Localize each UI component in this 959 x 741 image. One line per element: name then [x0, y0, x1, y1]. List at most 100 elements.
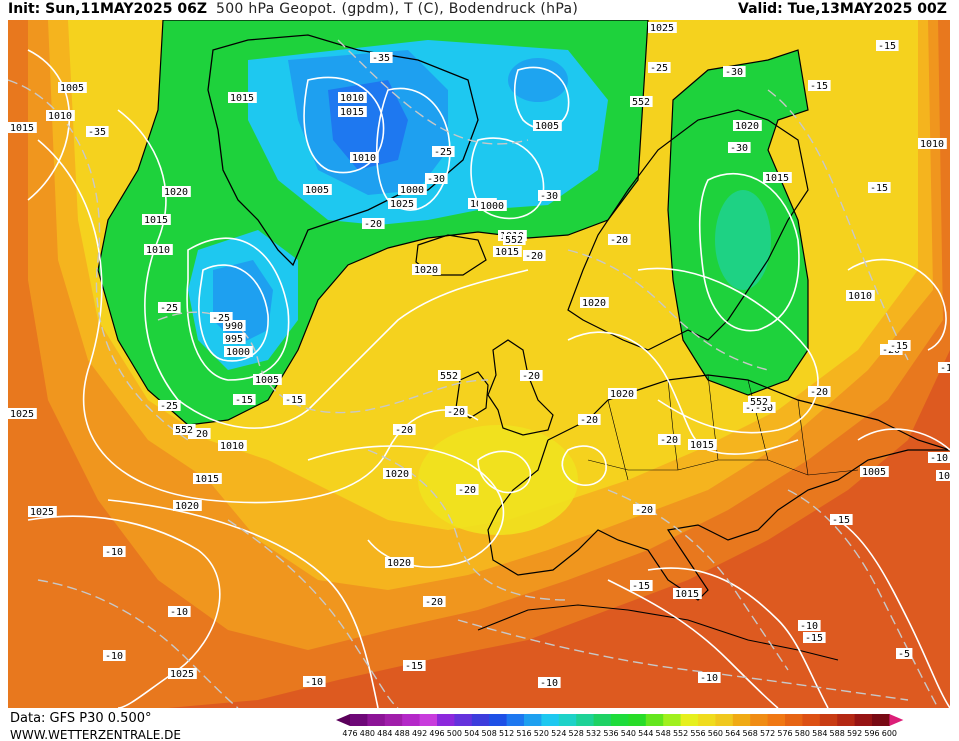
pressure-label-text: 1000: [226, 347, 250, 358]
pressure-label: 1020: [412, 264, 441, 276]
temperature-label: -20: [633, 504, 656, 516]
legend-tick-label: 508: [482, 729, 497, 738]
legend-arrow-right: [889, 714, 904, 726]
pressure-label: 1015: [688, 439, 717, 451]
legend-tick-label: 572: [760, 729, 775, 738]
temperature-label-bg: [723, 66, 746, 77]
legend-swatch: [611, 714, 629, 726]
temperature-label-text: -15: [870, 183, 888, 194]
legend-swatch: [506, 714, 525, 726]
pressure-label: 1000: [224, 346, 253, 358]
temperature-label-text: -20: [425, 597, 443, 608]
temperature-label-text: -20: [364, 219, 382, 230]
temperature-label: -10: [103, 650, 126, 662]
legend-swatch: [524, 714, 542, 726]
temperature-label-text: -15: [235, 395, 253, 406]
temperature-label-bg: [808, 386, 831, 397]
temperature-labels: -35 -25 -30 -15 -35 -25 -30 -20 -30 -25 -20 -20 -25 -…: [86, 40, 950, 689]
legend-tick-label: 496: [429, 729, 444, 738]
pressure-label-bg: [228, 92, 257, 103]
pressure-label-bg: [580, 297, 609, 308]
pressure-label-text: 1000: [400, 185, 424, 196]
pressure-label: 1010: [218, 440, 247, 452]
pressure-label-text: 1010: [848, 291, 872, 302]
legend-swatch: [558, 714, 577, 726]
geopot-labels: 552 552 552 552 552: [173, 96, 771, 436]
legend-tick-label: 600: [882, 729, 897, 738]
pressure-label-bg: [303, 184, 332, 195]
legend-swatch: [872, 714, 890, 726]
temperature-label-bg: [425, 173, 448, 184]
temperature-label: -15: [868, 182, 891, 194]
geopot-label-text: 552: [505, 235, 523, 246]
temperature-label-bg: [876, 40, 899, 51]
legend-tick-label: 576: [777, 729, 792, 738]
valid-time: Valid: Tue,13MAY2025 00Z: [738, 1, 947, 17]
temperature-label-bg: [928, 452, 950, 463]
temperature-label: -15: [876, 40, 899, 52]
legend-tick-label: 560: [708, 729, 723, 738]
temperature-label-bg: [538, 190, 561, 201]
temperature-label-text: -35: [372, 53, 390, 64]
color-legend: 476 480 484 488 492 496 500 504 508 512 516 520 524 5…: [336, 714, 904, 738]
pressure-label-text: 1020: [175, 501, 199, 512]
pressure-label-bg: [648, 22, 677, 33]
pressure-label-text: 1010: [920, 139, 944, 150]
temperature-label-text: -5: [898, 649, 910, 660]
pressure-label-bg: [223, 320, 246, 331]
isotherms: [8, 39, 939, 708]
pressure-label-text: 1010: [938, 471, 950, 482]
pressure-label-text: 1025: [390, 199, 414, 210]
map-canvas: 1025 1005 1015 1010 1015 1010 1015 1010 1005 1000…: [8, 20, 950, 708]
temperature-label: -35: [86, 126, 109, 138]
legend-swatch: [802, 714, 821, 726]
legend-tick-label: 568: [743, 729, 758, 738]
pressure-label-text: 990: [225, 321, 243, 332]
pressure-label: 1020: [173, 500, 202, 512]
pressure-label: 1010: [46, 110, 75, 122]
temperature-label-text: -15: [285, 395, 303, 406]
pressure-label-bg: [688, 439, 717, 450]
temperature-label: -20: [423, 596, 446, 608]
ridge-yellow-core: [418, 425, 578, 535]
pressure-label-bg: [533, 120, 562, 131]
temperature-label: -10: [798, 620, 821, 632]
temperature-label-text: -15: [405, 661, 423, 672]
pressure-label-bg: [8, 122, 37, 133]
pressure-label-bg: [918, 138, 947, 149]
pressure-label-bg: [846, 290, 875, 301]
temperature-label-bg: [233, 394, 256, 405]
temperature-label: -30: [728, 142, 751, 154]
pressure-label-bg: [398, 184, 427, 195]
temperature-label-text: -30: [427, 174, 445, 185]
pressure-label: 1025: [8, 408, 37, 420]
pressure-label: 1015: [763, 172, 792, 184]
pressure-label: 1020: [580, 297, 609, 309]
temperature-label-bg: [938, 362, 950, 373]
temperature-label: -15: [808, 80, 831, 92]
legend-tick-label: 540: [621, 729, 636, 738]
temperature-label-bg: [648, 62, 671, 73]
temperature-label: -30: [753, 402, 776, 414]
pressure-label-bg: [350, 152, 379, 163]
temperature-label-text: -15: [832, 515, 850, 526]
temperature-label: -15: [630, 580, 653, 592]
temperature-label-bg: [168, 606, 191, 617]
temperature-label: -20: [393, 424, 416, 436]
pressure-label-text: 1025: [650, 23, 674, 34]
pressure-label-text: 1015: [144, 215, 168, 226]
pressure-labels: 1025 1005 1015 1010 1015 1010 1015 1010 1005 1000…: [8, 22, 950, 680]
temperature-label-text: -25: [434, 147, 452, 158]
pressure-label-bg: [860, 466, 889, 477]
legend-swatch: [437, 714, 455, 726]
temperature-label-bg: [630, 580, 653, 591]
temperature-label-text: -15: [878, 41, 896, 52]
temperature-label: -25: [158, 302, 181, 314]
website-link[interactable]: WWW.WETTERZENTRALE.DE: [10, 728, 181, 741]
pressure-label: 995: [223, 333, 246, 345]
temperature-label-text: -30: [540, 191, 558, 202]
temperature-label-text: -10: [800, 621, 818, 632]
pressure-label-bg: [193, 473, 222, 484]
geopot-label-bg: [630, 96, 653, 107]
pressure-label-bg: [608, 388, 637, 399]
